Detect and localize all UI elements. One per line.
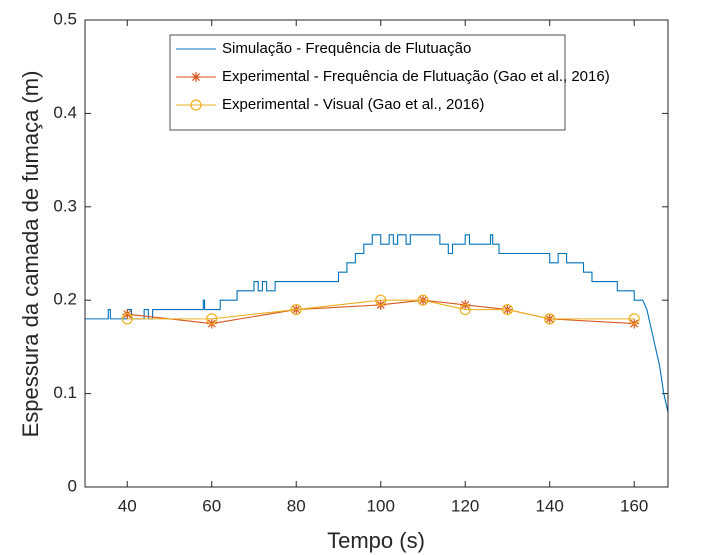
x-tick-label: 60 — [202, 496, 221, 515]
y-tick-label: 0.2 — [53, 290, 77, 309]
circle-marker — [544, 313, 556, 325]
x-tick-label: 140 — [536, 496, 564, 515]
x-tick-label: 120 — [451, 496, 479, 515]
legend-label: Simulação - Frequência de Flutuação — [222, 40, 471, 57]
circle-marker — [290, 303, 302, 316]
x-tick-label: 80 — [287, 496, 306, 515]
legend-box — [169, 34, 566, 131]
x-tick-label: 100 — [367, 496, 395, 515]
circle-marker — [417, 294, 429, 306]
circle-marker — [206, 313, 218, 325]
x-axis-label: Tempo (s) — [327, 528, 425, 553]
legend-label: Experimental - Frequência de Flutuação (… — [222, 68, 610, 85]
legend-label: Experimental - Visual (Gao et al., 2016) — [222, 96, 484, 113]
y-axis-label: Espessura da camada de fumaça (m) — [18, 71, 43, 438]
circle-marker — [628, 313, 640, 325]
y-tick-label: 0.4 — [53, 103, 77, 122]
circle-marker — [190, 99, 202, 111]
x-tick-label: 160 — [620, 496, 648, 515]
star-stroke — [191, 72, 201, 82]
axes-box — [84, 19, 669, 488]
circle-marker — [459, 303, 471, 316]
series-layer — [85, 234, 668, 413]
star-marker — [191, 72, 201, 82]
x-tick-label: 40 — [118, 496, 137, 515]
series-line — [127, 299, 635, 320]
y-tick-label: 0.3 — [53, 196, 77, 215]
y-tick-label: 0.5 — [53, 9, 77, 28]
series-line — [85, 234, 668, 413]
y-tick-label: 0 — [68, 476, 77, 495]
circle-marker — [121, 313, 133, 325]
circle-marker — [375, 294, 387, 306]
y-tick-label: 0.1 — [53, 383, 77, 402]
circle-marker — [501, 303, 514, 316]
